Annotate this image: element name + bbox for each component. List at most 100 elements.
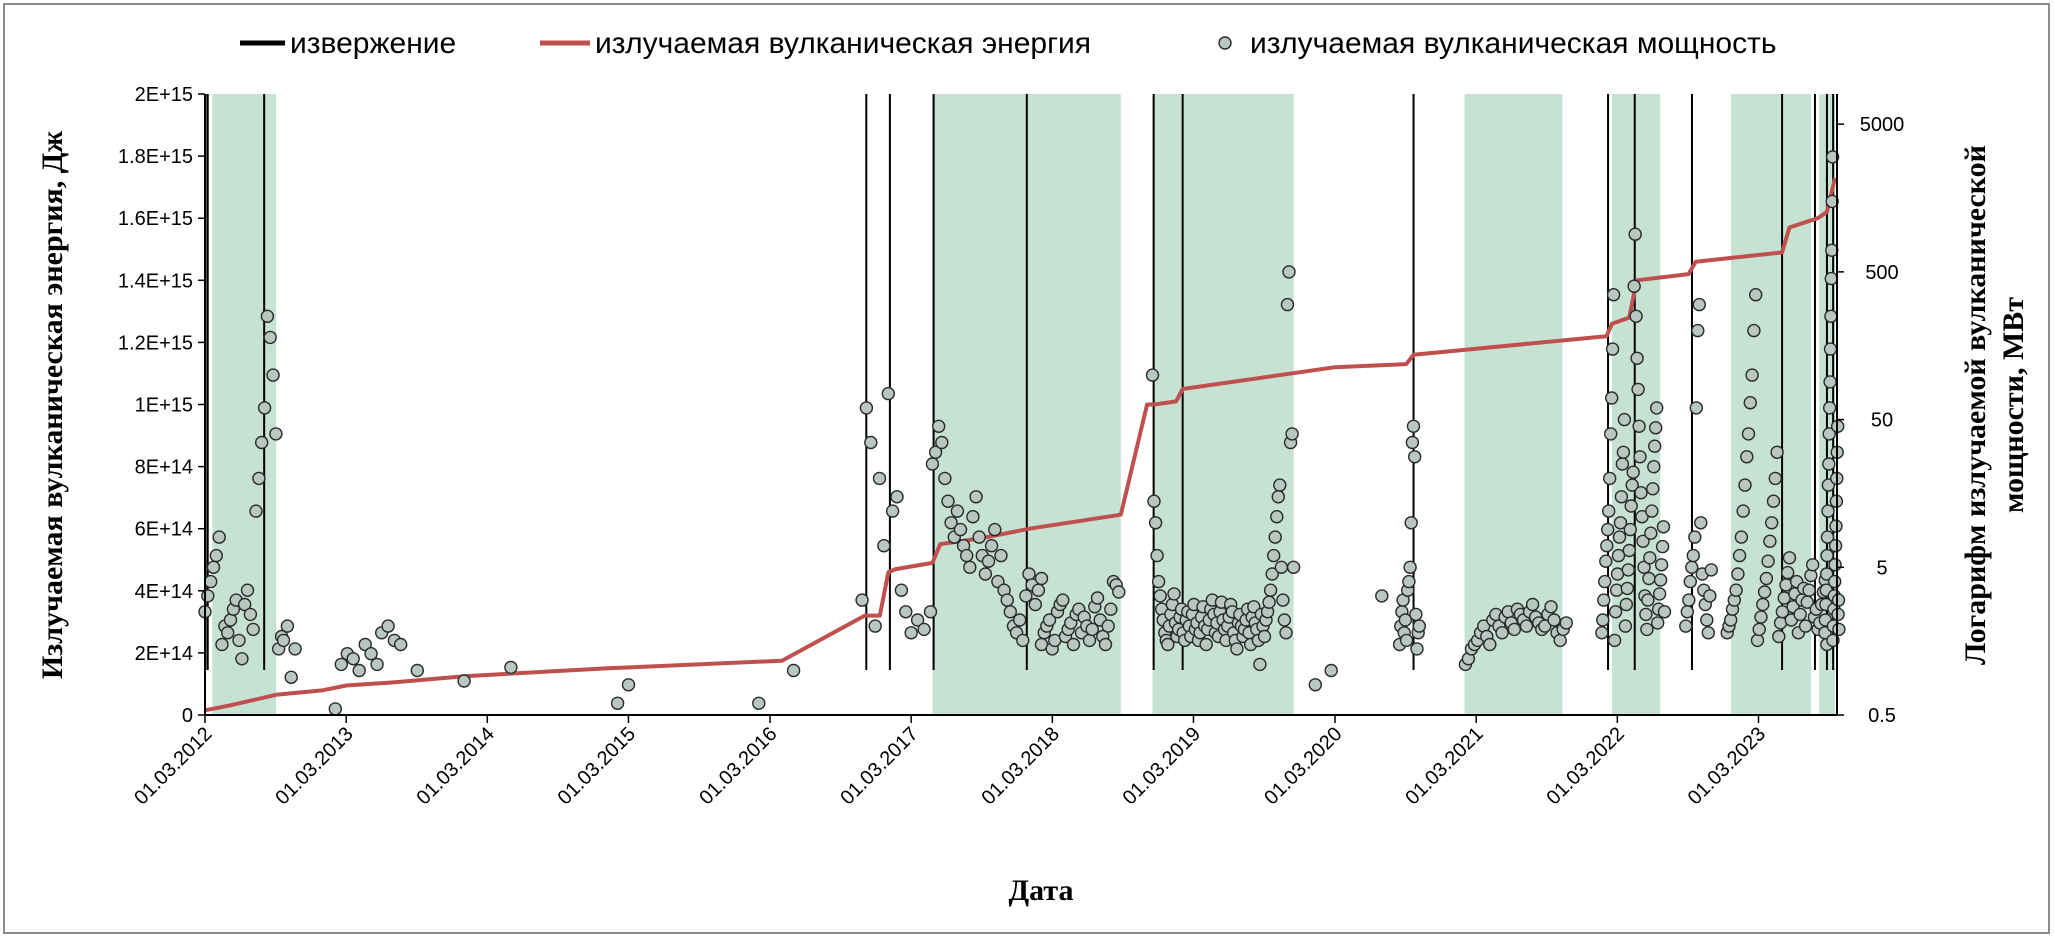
power-point-354 bbox=[1692, 297, 1707, 312]
power-point-381 bbox=[1752, 622, 1766, 637]
chart-frame bbox=[3, 3, 2050, 934]
power-point-81 bbox=[972, 530, 986, 544]
power-point-304 bbox=[1618, 619, 1633, 633]
power-point-391 bbox=[1770, 445, 1784, 459]
power-point-85 bbox=[984, 539, 999, 553]
power-point-14 bbox=[237, 597, 252, 612]
power-point-39 bbox=[370, 657, 384, 672]
power-point-32 bbox=[328, 702, 342, 716]
power-point-427 bbox=[1821, 504, 1835, 518]
power-point-136 bbox=[1151, 574, 1166, 589]
power-point-305 bbox=[1619, 597, 1634, 612]
power-point-327 bbox=[1641, 593, 1655, 607]
power-point-343 bbox=[1656, 520, 1671, 534]
power-point-451 bbox=[1831, 607, 1845, 622]
y-tick-label-3: 6E+14 bbox=[135, 519, 193, 541]
power-point-445 bbox=[1828, 539, 1843, 553]
power-point-355 bbox=[1694, 516, 1708, 530]
power-point-306 bbox=[1620, 581, 1635, 596]
power-point-71 bbox=[941, 494, 955, 508]
power-point-51 bbox=[855, 593, 869, 607]
y2-tick-label-0: 0.5 bbox=[1868, 705, 1896, 727]
power-point-240 bbox=[1406, 419, 1421, 433]
power-point-84 bbox=[981, 554, 996, 568]
power-point-274 bbox=[1544, 600, 1558, 614]
power-point-97 bbox=[1022, 567, 1036, 581]
power-point-411 bbox=[1805, 558, 1820, 572]
power-point-443 bbox=[1827, 574, 1842, 589]
power-point-110 bbox=[1056, 593, 1070, 607]
power-point-218 bbox=[1277, 613, 1292, 627]
power-point-238 bbox=[1404, 516, 1418, 530]
y-tick-label-8: 1.6E+15 bbox=[118, 208, 193, 230]
power-point-409 bbox=[1802, 583, 1816, 597]
power-point-215 bbox=[1273, 478, 1287, 492]
x-tick-label-11: 01.03.2023 bbox=[1684, 723, 1770, 809]
power-point-55 bbox=[872, 471, 887, 486]
power-point-331 bbox=[1645, 504, 1659, 518]
power-point-350 bbox=[1686, 548, 1701, 563]
power-point-38 bbox=[364, 647, 378, 661]
power-point-202 bbox=[1253, 657, 1267, 672]
power-point-377 bbox=[1745, 368, 1759, 382]
power-point-227 bbox=[1375, 589, 1389, 603]
power-point-31 bbox=[288, 642, 302, 656]
y2-tick-label-2: 50 bbox=[1871, 410, 1893, 432]
power-point-277 bbox=[1553, 633, 1567, 648]
y2-tick-label-3: 500 bbox=[1865, 262, 1898, 284]
power-point-453 bbox=[1832, 622, 1846, 637]
power-point-370 bbox=[1732, 548, 1747, 563]
energy-line bbox=[204, 177, 1838, 713]
power-point-438 bbox=[1825, 150, 1840, 164]
power-point-342 bbox=[1655, 539, 1670, 554]
power-point-57 bbox=[881, 386, 895, 401]
power-point-19 bbox=[252, 471, 266, 486]
power-point-318 bbox=[1632, 419, 1646, 433]
power-point-35 bbox=[346, 652, 360, 666]
y2-axis-title-line-2: мощности, МВт bbox=[1997, 297, 2030, 513]
power-point-212 bbox=[1268, 530, 1282, 544]
power-point-266 bbox=[1519, 619, 1534, 633]
power-point-99 bbox=[1028, 597, 1043, 612]
power-point-365 bbox=[1723, 613, 1738, 627]
power-point-120 bbox=[1082, 633, 1097, 648]
power-point-388 bbox=[1764, 516, 1779, 530]
power-point-315 bbox=[1629, 309, 1643, 323]
power-point-20 bbox=[255, 435, 269, 450]
y-tick-label-6: 1.2E+15 bbox=[118, 332, 193, 354]
power-point-241 bbox=[1407, 450, 1422, 464]
power-point-21 bbox=[257, 401, 272, 415]
power-point-77 bbox=[960, 548, 974, 563]
power-point-310 bbox=[1624, 499, 1638, 513]
legend: извержение излучаемая вулканическая энерг… bbox=[240, 27, 1776, 60]
power-point-133 bbox=[1147, 494, 1161, 508]
power-point-431 bbox=[1822, 401, 1837, 415]
power-point-360 bbox=[1701, 626, 1716, 640]
power-point-345 bbox=[1679, 619, 1693, 633]
power-point-44 bbox=[410, 663, 424, 678]
power-point-221 bbox=[1282, 265, 1296, 279]
x-tick-label-3: 01.03.2015 bbox=[554, 723, 640, 809]
power-point-290 bbox=[1604, 391, 1619, 405]
power-point-25 bbox=[269, 427, 283, 441]
power-point-398 bbox=[1782, 551, 1797, 565]
power-point-56 bbox=[877, 539, 891, 553]
power-point-287 bbox=[1601, 504, 1616, 518]
power-point-326 bbox=[1640, 622, 1654, 637]
power-point-307 bbox=[1621, 563, 1636, 577]
power-point-397 bbox=[1780, 565, 1795, 580]
power-point-79 bbox=[966, 510, 980, 524]
power-point-48 bbox=[621, 678, 636, 692]
power-point-434 bbox=[1824, 309, 1838, 323]
power-point-59 bbox=[890, 490, 904, 504]
power-point-317 bbox=[1631, 382, 1645, 397]
y2-tick-label-1: 5 bbox=[1876, 557, 1887, 579]
power-point-279 bbox=[1559, 616, 1574, 630]
power-point-387 bbox=[1763, 534, 1777, 548]
power-point-2 bbox=[203, 574, 218, 589]
power-point-219 bbox=[1279, 626, 1293, 640]
power-point-12 bbox=[232, 633, 246, 648]
power-point-433 bbox=[1823, 342, 1838, 356]
power-point-293 bbox=[1607, 633, 1622, 648]
power-point-283 bbox=[1598, 574, 1612, 589]
